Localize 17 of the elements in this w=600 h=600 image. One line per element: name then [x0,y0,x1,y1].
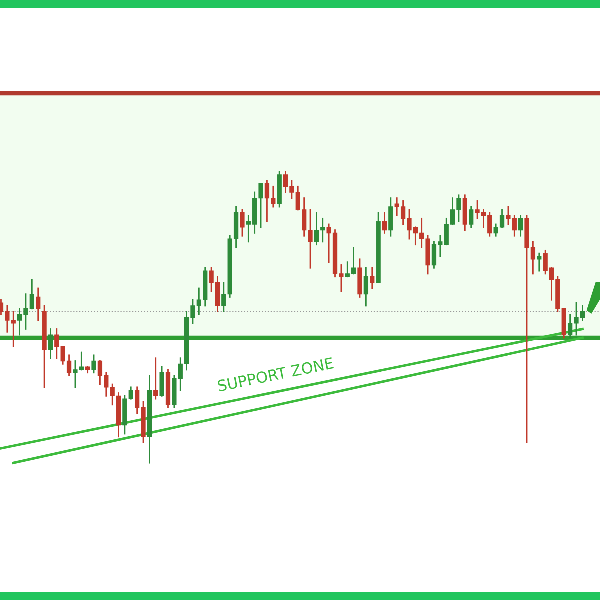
candlestick [154,358,158,400]
candlestick [537,252,542,272]
candlestick [388,198,394,237]
candlestick [370,267,375,290]
candlestick [48,328,54,360]
candlestick [92,354,96,374]
candlestick [364,267,369,307]
candlestick [382,212,388,234]
candlestick [54,328,60,360]
candlestick [222,282,226,312]
candlestick [240,209,245,237]
annotation: SUPPORT ZONE [217,357,334,392]
candlestick [518,215,524,237]
candlestick [36,288,41,322]
candlestick [11,311,16,348]
candlestick [469,206,474,228]
candlestick [160,366,164,397]
